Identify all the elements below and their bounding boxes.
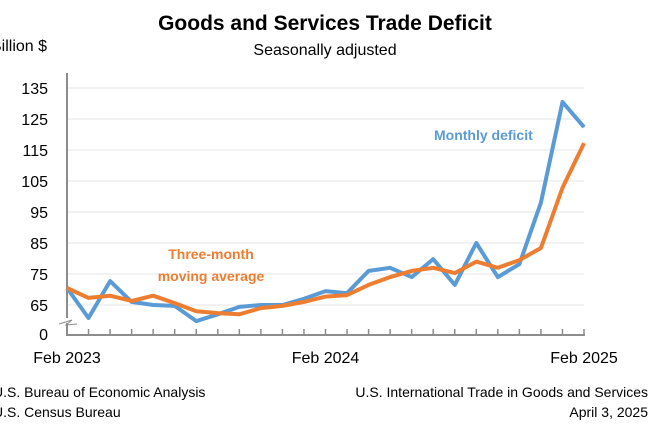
data-point <box>432 258 434 260</box>
data-point <box>497 267 499 269</box>
series-label-moving-average: Three-month <box>168 246 254 262</box>
data-point <box>389 276 391 278</box>
data-point <box>432 267 434 269</box>
data-point <box>454 284 456 286</box>
y-tick-label: 95 <box>30 205 48 222</box>
y-axis-label: Billion $ <box>0 38 48 55</box>
data-point <box>131 300 133 302</box>
data-point <box>540 202 542 204</box>
y-tick-label: 65 <box>30 298 48 315</box>
data-point <box>583 126 585 128</box>
data-point <box>195 310 197 312</box>
data-point <box>195 320 197 322</box>
data-point <box>217 312 219 314</box>
series-line-moving-average <box>66 142 586 317</box>
data-point <box>88 317 90 319</box>
data-point <box>540 247 542 249</box>
release-footer: U.S. International Trade in Goods and Se… <box>355 382 648 422</box>
data-point <box>152 295 154 297</box>
y-tick-label: 135 <box>21 81 48 98</box>
data-point <box>88 297 90 299</box>
data-point <box>561 101 563 103</box>
data-point <box>368 284 370 286</box>
data-point <box>303 301 305 303</box>
data-point <box>411 270 413 272</box>
release-line: U.S. International Trade in Goods and Se… <box>355 384 648 400</box>
y-tick-label: 0 <box>39 327 48 344</box>
y-tick-label: 75 <box>30 267 48 284</box>
y-tick-label: 125 <box>21 112 48 129</box>
series-label-monthly-deficit: Monthly deficit <box>434 127 533 143</box>
x-tick-label: Feb 2024 <box>292 350 360 367</box>
series-label-moving-average: moving average <box>158 268 265 284</box>
data-point <box>368 270 370 272</box>
data-point <box>411 276 413 278</box>
data-point <box>475 261 477 263</box>
chart-title: Goods and Services Trade Deficit <box>158 12 492 35</box>
release-line: April 3, 2025 <box>569 404 648 420</box>
data-point <box>561 187 563 189</box>
data-point <box>238 306 240 308</box>
data-point <box>66 287 68 289</box>
source-line: U.S. Census Bureau <box>0 404 121 420</box>
data-point <box>454 272 456 274</box>
y-tick-label: 115 <box>22 143 48 160</box>
data-point <box>518 259 520 261</box>
data-point <box>260 304 262 306</box>
y-tick-label: 85 <box>30 236 48 253</box>
data-point <box>238 313 240 315</box>
data-point <box>152 304 154 306</box>
data-point <box>346 294 348 296</box>
source-footer: U.S. Bureau of Economic Analysis U.S. Ce… <box>0 382 205 422</box>
data-point <box>389 267 391 269</box>
axis-break-icon <box>58 319 78 326</box>
data-point <box>281 305 283 307</box>
data-point <box>475 242 477 244</box>
data-point <box>109 295 111 297</box>
source-line: U.S. Bureau of Economic Analysis <box>0 384 206 400</box>
data-point <box>109 280 111 282</box>
data-point <box>518 263 520 265</box>
y-tick-label: 105 <box>21 174 48 191</box>
x-tick-label: Feb 2023 <box>33 350 101 367</box>
data-point <box>325 290 326 292</box>
data-point <box>174 305 176 307</box>
chart-subtitle: Seasonally adjusted <box>253 42 397 59</box>
data-point <box>497 276 499 278</box>
data-point <box>174 302 176 304</box>
data-point <box>583 142 585 144</box>
data-point <box>303 298 305 300</box>
data-point <box>325 296 326 298</box>
data-point <box>260 307 262 309</box>
x-tick-label: Feb 2025 <box>550 350 618 367</box>
